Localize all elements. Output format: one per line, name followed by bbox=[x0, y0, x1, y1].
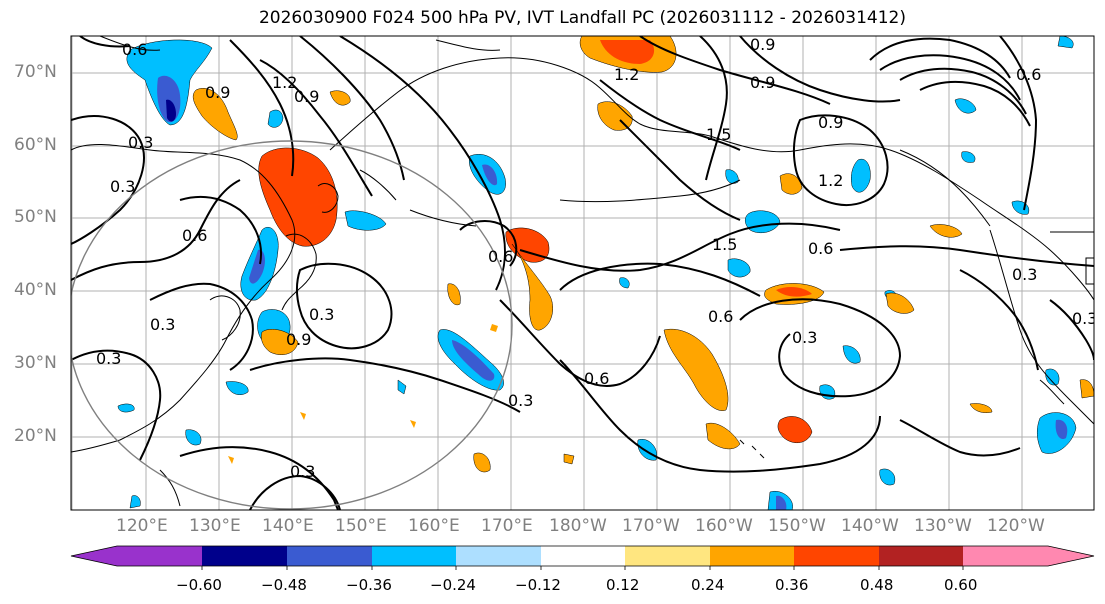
colorbar-tick-label: −0.24 bbox=[430, 576, 476, 594]
contour-label: 0.6 bbox=[182, 226, 207, 245]
contour-label: 0.3 bbox=[309, 305, 334, 324]
colorbar-tick-label: 0.36 bbox=[775, 576, 809, 594]
colorbar-segment bbox=[879, 546, 963, 566]
map-title: 2026030900 F024 500 hPa PV, IVT Landfall… bbox=[258, 8, 906, 28]
lat-label-20n: 20°N bbox=[14, 426, 57, 446]
contour-label: 0.3 bbox=[128, 133, 153, 152]
lon-label: 160°W bbox=[695, 516, 753, 536]
colorbar-tick-label: 0.12 bbox=[606, 576, 640, 594]
colorbar-segment bbox=[963, 546, 1048, 566]
colorbar-max-extend bbox=[1048, 546, 1094, 566]
contour-label: 0.6 bbox=[808, 239, 833, 258]
colorbar-segment bbox=[794, 546, 879, 566]
contour-label: 0.6 bbox=[1016, 65, 1041, 84]
colorbar-tick-label: 0.60 bbox=[944, 576, 978, 594]
contour-label: 0.3 bbox=[150, 315, 175, 334]
contour-label: 0.3 bbox=[290, 462, 315, 481]
lon-label: 130°W bbox=[914, 516, 972, 536]
colorbar-segment bbox=[202, 546, 287, 566]
colorbar-segment bbox=[287, 546, 372, 566]
contour-label: 0.9 bbox=[818, 113, 843, 132]
contour-label: 0.9 bbox=[750, 73, 775, 92]
lon-label: 150°E bbox=[335, 516, 387, 536]
colorbar-outline bbox=[70, 545, 1095, 567]
colorbar-tick-label: −0.12 bbox=[515, 576, 561, 594]
lon-label: 170°E bbox=[481, 516, 533, 536]
colorbar bbox=[70, 545, 1095, 570]
contour-label: 0.3 bbox=[508, 391, 533, 410]
colorbar-segment bbox=[117, 546, 202, 566]
contour-label: 0.3 bbox=[1012, 265, 1037, 284]
colorbar-tick-label: −0.36 bbox=[346, 576, 392, 594]
coastlines bbox=[71, 36, 1094, 507]
pv-contours bbox=[71, 36, 1094, 510]
contour-label: 0.9 bbox=[750, 35, 775, 54]
lat-label-50n: 50°N bbox=[14, 207, 57, 227]
colorbar-min-extend bbox=[71, 546, 117, 566]
contour-label: 1.2 bbox=[818, 171, 843, 190]
colorbar-tick-label: 0.24 bbox=[691, 576, 725, 594]
lon-label: 140°E bbox=[262, 516, 314, 536]
positive-pv-shading bbox=[192, 36, 1094, 473]
range-ring bbox=[71, 140, 513, 510]
contour-label: 0.6 bbox=[584, 369, 609, 388]
contour-label: 0.9 bbox=[205, 83, 230, 102]
lon-label: 130°E bbox=[189, 516, 241, 536]
lon-label: 180°W bbox=[549, 516, 607, 536]
lon-label: 140°W bbox=[841, 516, 899, 536]
map-frame bbox=[70, 35, 1095, 511]
lon-label: 120°E bbox=[116, 516, 168, 536]
colorbar-segment bbox=[625, 546, 710, 566]
lat-label-40n: 40°N bbox=[14, 280, 57, 300]
contour-label: 0.6 bbox=[708, 307, 733, 326]
colorbar-tick-label: 0.48 bbox=[860, 576, 894, 594]
contour-labels: 0.6 1.2 0.9 0.3 0.3 0.6 0.9 0.3 0.3 0.9 … bbox=[96, 35, 1097, 481]
contour-label: 0.9 bbox=[286, 330, 311, 349]
contour-label: 1.2 bbox=[272, 73, 297, 92]
contour-label: 0.6 bbox=[488, 247, 513, 266]
contour-label: 0.3 bbox=[110, 177, 135, 196]
colorbar-segment bbox=[710, 546, 794, 566]
lat-label-70n: 70°N bbox=[14, 62, 57, 82]
contour-label: 1.2 bbox=[614, 65, 639, 84]
lon-label: 160°E bbox=[408, 516, 460, 536]
lon-label: 170°W bbox=[622, 516, 680, 536]
lat-label-60n: 60°N bbox=[14, 135, 57, 155]
lat-label-30n: 30°N bbox=[14, 353, 57, 373]
colorbar-tick-label: −0.48 bbox=[261, 576, 307, 594]
contour-label: 0.6 bbox=[122, 40, 147, 59]
contour-label: 1.5 bbox=[712, 235, 737, 254]
colorbar-tick-label: −0.60 bbox=[176, 576, 222, 594]
contour-label: 0.3 bbox=[96, 349, 121, 368]
colorbar-segment bbox=[541, 546, 625, 566]
graticule bbox=[71, 36, 1094, 510]
contour-label: 1.5 bbox=[706, 125, 731, 144]
lon-label: 150°W bbox=[768, 516, 826, 536]
contour-label: 0.3 bbox=[792, 328, 817, 347]
colorbar-segment bbox=[372, 546, 456, 566]
colorbar-segment bbox=[456, 546, 541, 566]
contour-label: 0.9 bbox=[294, 87, 319, 106]
contour-label: 0.3 bbox=[1072, 309, 1097, 328]
lon-label: 120°W bbox=[987, 516, 1045, 536]
